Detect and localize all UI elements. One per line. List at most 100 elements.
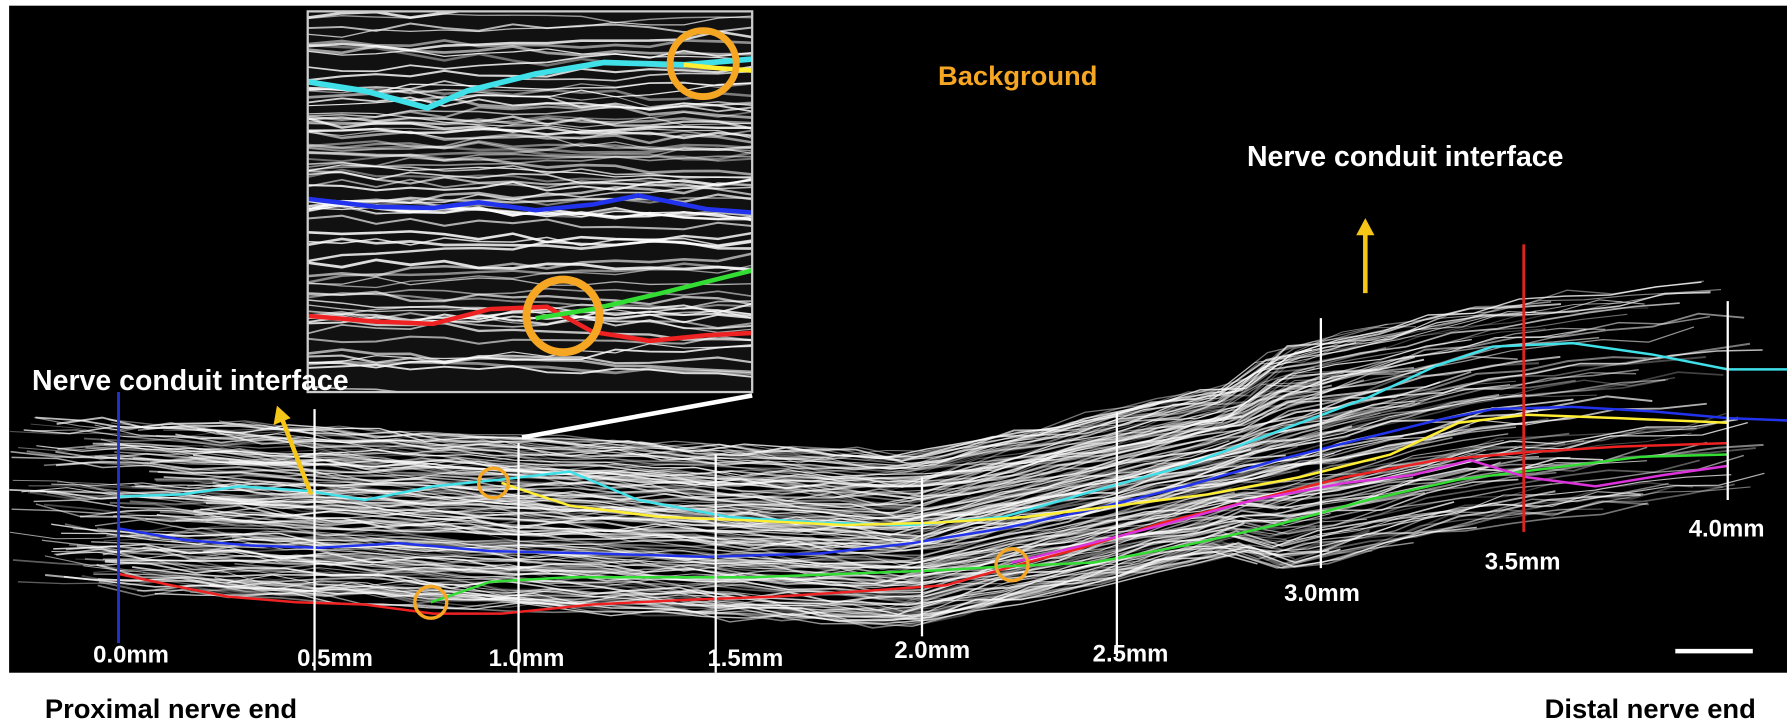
fiber (209, 378, 1669, 533)
fiber (307, 335, 753, 345)
fiber (307, 214, 753, 231)
fiber (307, 147, 753, 168)
fiber (307, 11, 519, 20)
distance-label: 4.0mm (1689, 515, 1765, 542)
fiber (175, 302, 1680, 470)
fiber (307, 101, 753, 121)
fiber (163, 301, 1623, 464)
fiber (35, 349, 1313, 463)
inset (307, 11, 753, 393)
fiber (160, 290, 1711, 464)
distance-label: 3.5mm (1485, 548, 1561, 575)
fiber (132, 379, 1365, 499)
fiber (200, 406, 1569, 543)
fiber (307, 116, 753, 132)
fiber (9, 454, 1286, 538)
fiber (155, 351, 1297, 468)
inset-connector (521, 393, 753, 440)
fiber (187, 358, 1647, 513)
fiber (307, 276, 753, 286)
fiber (307, 168, 753, 188)
distance-label: 0.5mm (297, 645, 373, 672)
fiber (307, 363, 753, 378)
fiber (307, 348, 753, 374)
fiber (307, 13, 753, 24)
fiber (69, 447, 1756, 587)
fiber (30, 303, 1627, 467)
fiber (189, 326, 1695, 495)
fiber (307, 82, 753, 107)
fiber (94, 433, 1509, 559)
distance-label: 1.5mm (707, 645, 783, 672)
fiber (307, 170, 753, 196)
distance-label: 1.0mm (489, 645, 565, 672)
distance-lines (313, 301, 1729, 673)
fiber (307, 360, 753, 376)
fiber (131, 501, 1455, 606)
fiber (111, 323, 1388, 456)
fiber (113, 416, 1573, 547)
fiber (307, 196, 753, 208)
fiber (307, 43, 753, 74)
inset-frame (306, 10, 754, 394)
fiber (234, 455, 1466, 569)
fiber (43, 396, 1321, 503)
fiber (203, 372, 1344, 487)
fiber (307, 343, 753, 364)
fiber (53, 457, 1604, 585)
fiber (163, 381, 1441, 514)
fiber (94, 337, 1600, 495)
fiber (143, 481, 1694, 612)
traces (118, 341, 1787, 615)
proximal-label: Proximal nerve end (45, 693, 297, 724)
branch-circles (413, 466, 1030, 620)
fiber (307, 206, 753, 216)
fiber (104, 338, 1472, 478)
fiber (307, 151, 753, 176)
fiber (197, 471, 1292, 557)
fiber (208, 398, 1394, 514)
label-background: Background (938, 60, 1097, 91)
fiber (224, 452, 1456, 565)
fiber (307, 112, 753, 139)
fiber (98, 542, 1330, 621)
fiber (193, 380, 1517, 518)
fiber (11, 426, 1517, 549)
fiber (307, 153, 753, 163)
fiber (96, 490, 1556, 606)
fiber (137, 542, 1414, 627)
fiber (307, 178, 753, 189)
fiber (100, 327, 1606, 483)
fiber (44, 417, 1549, 549)
fiber (171, 362, 1539, 507)
fiber (307, 115, 753, 130)
fiber (105, 478, 1519, 594)
fiber (307, 141, 753, 151)
distance-label: 3.0mm (1284, 580, 1360, 607)
fiber (186, 549, 1373, 626)
fiber (75, 511, 1352, 596)
fiber (93, 491, 1644, 618)
fiber (235, 307, 1649, 475)
fiber (231, 491, 1236, 570)
fiber (200, 346, 1387, 476)
fiber (137, 300, 1552, 466)
fiber (194, 545, 1244, 617)
fiber (307, 182, 753, 208)
fiber (307, 44, 753, 57)
fiber (12, 459, 1700, 600)
distance-label: 0.0mm (93, 642, 169, 669)
fiber (307, 252, 753, 278)
distal-label: Distal nerve end (1545, 693, 1756, 724)
fiber (82, 371, 1724, 525)
fiber (307, 385, 407, 393)
arrows (273, 218, 1375, 496)
fiber (176, 436, 1453, 552)
fiber (136, 439, 1504, 568)
distance-label: 2.5mm (1093, 640, 1169, 667)
fiber (307, 236, 753, 247)
fiber (307, 287, 753, 297)
fiber (307, 161, 753, 179)
label-interface: Nerve conduit interface (32, 365, 349, 397)
